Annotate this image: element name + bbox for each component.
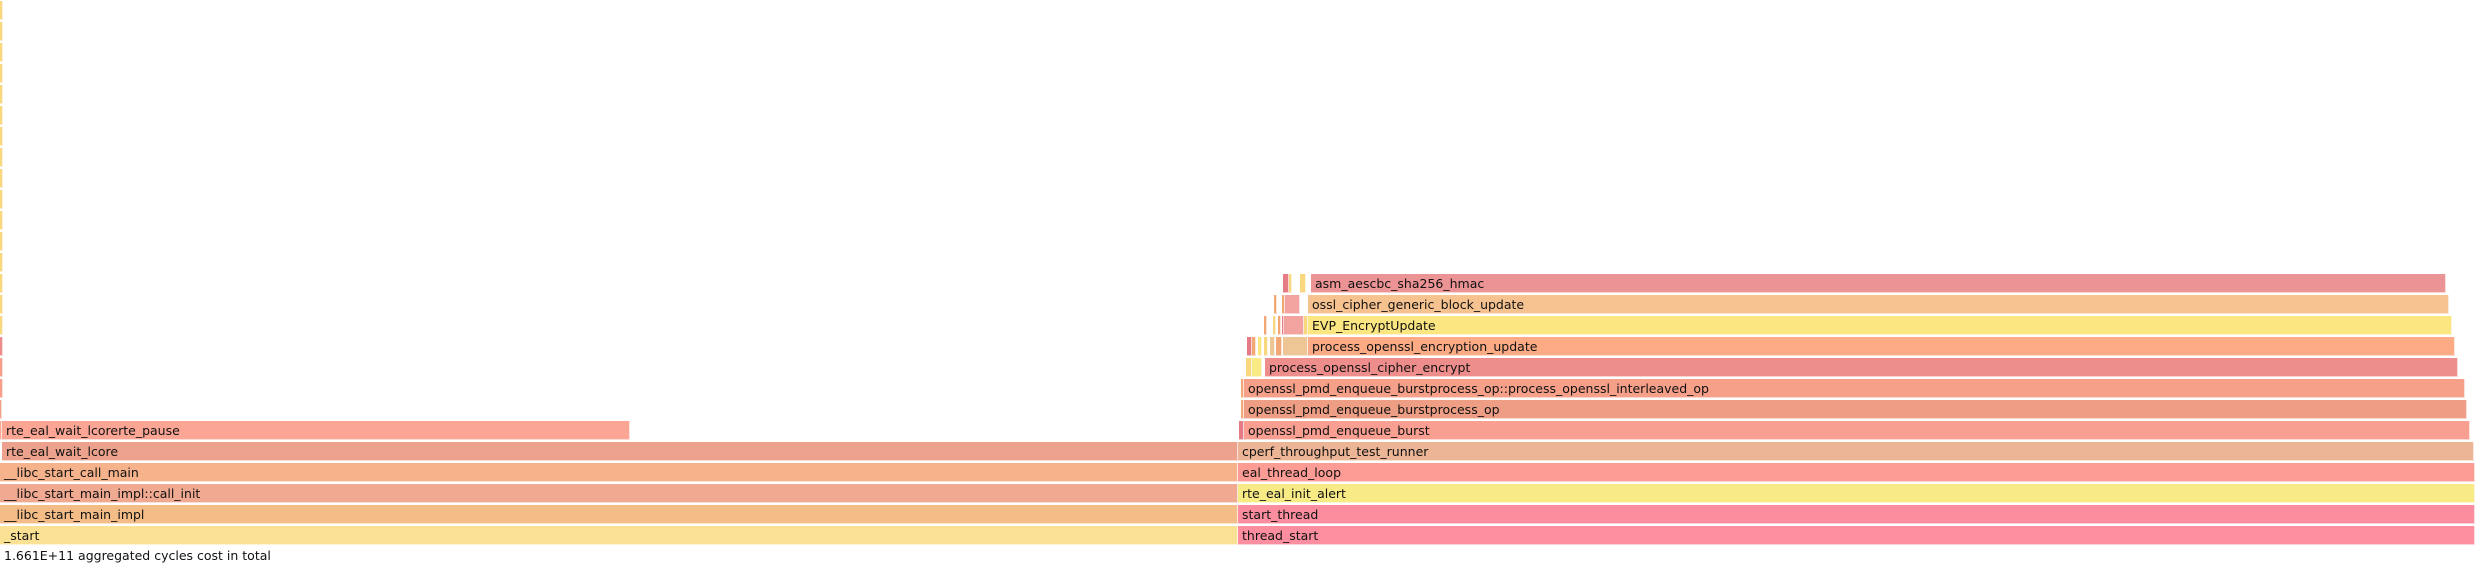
frame-sliver[interactable]: [1241, 400, 1244, 419]
frame-sliver[interactable]: [1273, 316, 1276, 335]
frame-thread-start[interactable]: thread_start: [1238, 526, 2475, 545]
frame-sliver[interactable]: [0, 85, 3, 104]
frame-sliver[interactable]: [1304, 316, 1308, 335]
frame-sliver[interactable]: [0, 127, 3, 146]
frame-sliver[interactable]: [0, 295, 3, 314]
frame-sliver[interactable]: [0, 232, 3, 251]
frame-sliver[interactable]: [1283, 274, 1289, 293]
frame-sliver[interactable]: [0, 169, 3, 188]
frame-sliver[interactable]: [0, 106, 3, 125]
frame-sliver[interactable]: [0, 22, 3, 41]
frame-sliver[interactable]: [1283, 337, 1308, 356]
frame-sliver[interactable]: [0, 253, 3, 272]
frame-sliver[interactable]: [1252, 337, 1256, 356]
frame-rte-eal-wait-lcore[interactable]: rte_eal_wait_lcore: [2, 442, 1238, 461]
frame-sliver[interactable]: [0, 148, 3, 167]
frame-asm-aescbc-sha256-hmac[interactable]: asm_aescbc_sha256_hmac: [1311, 274, 2446, 293]
frame-sliver[interactable]: [0, 316, 3, 335]
frame-sliver[interactable]: [0, 211, 3, 230]
frame-openssl-pmd-enqueue-burstprocess-op-process-openssl-interleaved-op[interactable]: openssl_pmd_enqueue_burstprocess_op::pro…: [1244, 379, 2465, 398]
frame-sliver[interactable]: [0, 337, 3, 356]
frame-sliver[interactable]: [0, 421, 2, 440]
frame-sliver[interactable]: [1241, 379, 1244, 398]
frame-sliver[interactable]: [0, 379, 3, 398]
frame-sliver[interactable]: [1246, 358, 1252, 377]
frame-sliver[interactable]: [1252, 358, 1262, 377]
frame-sliver[interactable]: [1239, 421, 1244, 440]
frame-sliver[interactable]: [0, 64, 3, 83]
frame-sliver[interactable]: [0, 274, 3, 293]
frame-rte-eal-wait-lcorerte-pause[interactable]: rte_eal_wait_lcorerte_pause: [2, 421, 630, 440]
frame-sliver[interactable]: [1284, 316, 1304, 335]
frame-sliver[interactable]: [1258, 337, 1262, 356]
frame-sliver[interactable]: [0, 43, 3, 62]
frame-sliver[interactable]: [0, 1, 3, 20]
frame-sliver[interactable]: [1282, 295, 1285, 314]
frame-openssl-pmd-enqueue-burst[interactable]: openssl_pmd_enqueue_burst: [1244, 421, 2470, 440]
frame-start[interactable]: _start: [0, 526, 1238, 545]
frame-process-openssl-cipher-encrypt[interactable]: process_openssl_cipher_encrypt: [1265, 358, 2458, 377]
frame-start-thread[interactable]: start_thread: [1238, 505, 2475, 524]
frame-sliver[interactable]: [0, 400, 2, 419]
frame-evp-encryptupdate[interactable]: EVP_EncryptUpdate: [1308, 316, 2452, 335]
frame-sliver[interactable]: [1282, 316, 1284, 335]
flame-graph: _start __libc_start_main_impl __libc_start…: [0, 1, 2475, 545]
frame-process-openssl-encryption-update[interactable]: process_openssl_encryption_update: [1308, 337, 2455, 356]
frame-sliver[interactable]: [1270, 337, 1275, 356]
frame-eal-thread-loop[interactable]: eal_thread_loop: [1238, 463, 2475, 482]
frame-sliver[interactable]: [1274, 295, 1277, 314]
frame-sliver[interactable]: [1276, 337, 1282, 356]
frame-openssl-pmd-enqueue-burstprocess-op[interactable]: openssl_pmd_enqueue_burstprocess_op: [1244, 400, 2467, 419]
frame-libc-start-call-main[interactable]: __libc_start_call_main: [0, 463, 1238, 482]
frame-libc-start-main-impl-call-init[interactable]: __libc_start_main_impl::call_init: [0, 484, 1238, 503]
frame-sliver[interactable]: [1285, 295, 1300, 314]
frame-sliver[interactable]: [1289, 274, 1292, 293]
frame-ossl-cipher-generic-block-update[interactable]: ossl_cipher_generic_block_update: [1308, 295, 2449, 314]
frame-rte-eal-init-alert[interactable]: rte_eal_init_alert: [1238, 484, 2475, 503]
frame-sliver[interactable]: [0, 358, 3, 377]
frame-sliver[interactable]: [1264, 316, 1267, 335]
frame-sliver[interactable]: [1264, 337, 1268, 356]
frame-cperf-throughput-test-runner[interactable]: cperf_throughput_test_runner: [1238, 442, 2474, 461]
frame-sliver[interactable]: [1300, 274, 1306, 293]
total-cost-label: 1.661E+11 aggregated cycles cost in tota…: [4, 548, 271, 563]
frame-libc-start-main-impl[interactable]: __libc_start_main_impl: [0, 505, 1238, 524]
frame-sliver[interactable]: [1278, 316, 1281, 335]
frame-sliver[interactable]: [1247, 337, 1252, 356]
frame-sliver[interactable]: [0, 190, 3, 209]
